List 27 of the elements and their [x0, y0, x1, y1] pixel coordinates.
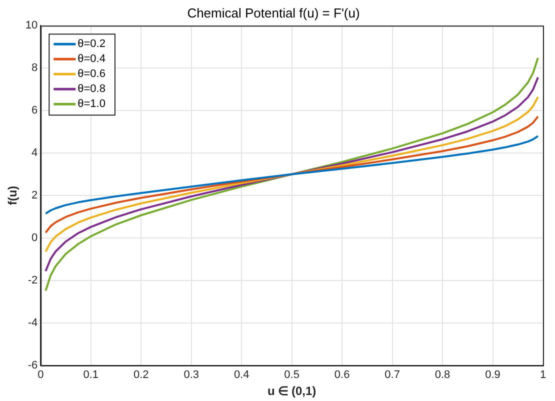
x-tick-label: 1: [540, 369, 546, 382]
x-tick-label: 0.4: [234, 369, 250, 382]
legend-label: θ=0.8: [78, 83, 106, 96]
chart-title: Chemical Potential f(u) = F'(u): [187, 5, 360, 20]
y-tick-label: 4: [32, 147, 38, 160]
x-tick-label: 0.8: [434, 369, 450, 382]
y-tick-label: 2: [32, 190, 38, 202]
y-tick-label: 8: [32, 62, 38, 74]
legend-label: θ=0.2: [78, 38, 106, 50]
y-tick-label: 10: [25, 20, 38, 32]
x-tick-label: 0.5: [284, 369, 300, 382]
x-tick-label: 0.7: [384, 369, 400, 382]
x-tick-label: 0.9: [485, 369, 500, 382]
legend-label: θ=0.6: [78, 68, 106, 80]
y-tick-label: 6: [32, 104, 38, 117]
y-axis-title: f(u): [6, 186, 20, 206]
x-axis-title: u ∈ (0,1): [267, 384, 316, 398]
x-tick-label: 0.1: [83, 369, 99, 382]
legend-label: θ=1.0: [78, 98, 106, 110]
legend-label: θ=0.4: [78, 53, 106, 66]
x-tick-label: 0.3: [184, 369, 199, 382]
x-tick-label: 0.6: [334, 369, 350, 382]
y-tick-label: -6: [28, 359, 38, 372]
y-tick-label: 0: [32, 232, 38, 244]
x-tick-label: 0.2: [133, 369, 149, 382]
y-tick-label: -4: [28, 316, 38, 329]
y-tick-label: -2: [28, 274, 38, 286]
